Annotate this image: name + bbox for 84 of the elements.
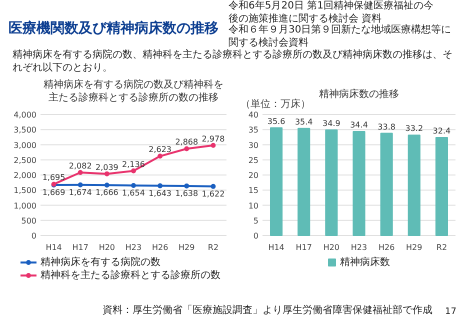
- data-label: 34.9: [322, 118, 340, 128]
- text: 17: [445, 307, 456, 317]
- x-tick-label: H17: [72, 243, 88, 252]
- text: 令和６年９月30日第９回新たな地域医療構想等に関する検討会資料: [228, 24, 452, 48]
- x-tick-label: H23: [350, 243, 368, 252]
- data-label: 33.8: [378, 122, 396, 132]
- y-tick-label: 25: [248, 156, 259, 165]
- y-tick-label: 0: [31, 232, 37, 240]
- point: [158, 183, 163, 188]
- point: [184, 146, 190, 152]
- point: [78, 170, 83, 176]
- point: [104, 171, 110, 176]
- y-tick-label: 10: [248, 201, 259, 210]
- y-axis-title: （単位：万床）: [240, 98, 310, 110]
- y-tick-label: 1,000: [14, 201, 37, 210]
- bar: [325, 129, 338, 236]
- data-label: 33.2: [405, 124, 424, 134]
- x-tick-label: H29: [178, 243, 195, 252]
- data-label: 2,978: [202, 134, 225, 144]
- x-tick-label: H23: [125, 243, 142, 252]
- y-tick-label: 3,000: [14, 140, 37, 150]
- y-tick-label: 30: [248, 140, 259, 150]
- y-tick-label: 4,000: [14, 110, 37, 120]
- y-tick-label: 2,000: [14, 171, 37, 180]
- text: 資料：厚生労働省「医療施設調査」より厚生労働省障害保健福祉部で作成: [102, 304, 432, 316]
- y-tick-label: 40: [248, 110, 259, 120]
- data-label: 1,643: [148, 188, 172, 198]
- data-label: 1,695: [42, 173, 66, 182]
- data-label: 2,082: [68, 162, 92, 171]
- data-label: 35.6: [267, 116, 286, 126]
- bar: [298, 128, 310, 236]
- bar: [408, 134, 420, 236]
- chart-title: 精神病床を有する病院の数及び精神科を主たる診療科とする診療所の数の推移: [44, 78, 224, 104]
- data-label: 1,638: [175, 188, 198, 198]
- bar: [352, 130, 366, 236]
- x-tick-label: H14: [46, 243, 62, 252]
- y-tick-label: 2,500: [14, 156, 37, 165]
- data-label: 2,136: [122, 160, 145, 169]
- data-label: 1,654: [122, 188, 145, 198]
- bar: [435, 136, 448, 236]
- y-tick-label: 3,500: [14, 126, 37, 135]
- point: [210, 142, 216, 148]
- legend-label: 精神病床数: [340, 256, 390, 268]
- bar: [380, 132, 393, 236]
- x-tick-label: H29: [406, 243, 422, 252]
- point: [210, 184, 216, 189]
- point: [131, 182, 136, 188]
- point: [104, 182, 110, 188]
- x-tick-label: H17: [296, 243, 312, 252]
- point: [158, 154, 163, 159]
- legend-label: 精神科を主たる診療科とする診療所の数: [40, 269, 220, 281]
- x-tick-label: R2: [436, 243, 448, 252]
- x-tick-label: H26: [378, 243, 395, 252]
- x-tick-label: R2: [208, 243, 219, 252]
- data-label: 1,622: [202, 189, 225, 198]
- x-tick-label: H26: [152, 243, 168, 252]
- data-label: 2,039: [95, 162, 118, 172]
- y-tick-label: 5: [253, 216, 259, 226]
- y-tick-label: 500: [21, 216, 37, 226]
- data-label: 35.4: [294, 117, 313, 126]
- x-tick-label: H20: [98, 243, 116, 252]
- point: [131, 168, 136, 174]
- data-label: 32.4: [432, 126, 451, 136]
- text: 令和6年5月20日 第1回精神保健医療福祉の今後の施策推進に関する検討会 資料: [228, 0, 434, 24]
- data-label: 2,623: [148, 145, 172, 154]
- bar: [270, 127, 283, 236]
- point: [78, 182, 83, 188]
- x-tick-label: H14: [268, 243, 284, 252]
- y-tick-label: 0: [253, 232, 259, 240]
- legend-label: 精神病床を有する病院の数: [40, 256, 160, 268]
- y-tick-label: 20: [248, 171, 259, 180]
- y-tick-label: 35: [248, 126, 259, 135]
- data-label: 34.4: [350, 120, 368, 130]
- point: [184, 183, 190, 188]
- text: 医療機関数及び精神病床数の推移: [8, 20, 218, 36]
- data-label: 1,674: [68, 188, 92, 197]
- x-tick-label: H20: [323, 243, 340, 252]
- data-label: 1,666: [95, 188, 118, 198]
- data-label: 1,669: [42, 188, 66, 198]
- chart-title: 精神病床数の推移: [319, 88, 399, 100]
- text: 精神病床を有する病院の数、精神科を主たる診療科とする診療所の数及び精神病床数の推移は、それぞれ以下のとおり。: [12, 48, 452, 74]
- y-tick-label: 1,500: [14, 186, 37, 196]
- y-tick-label: 15: [248, 186, 259, 196]
- data-label: 2,868: [175, 138, 198, 147]
